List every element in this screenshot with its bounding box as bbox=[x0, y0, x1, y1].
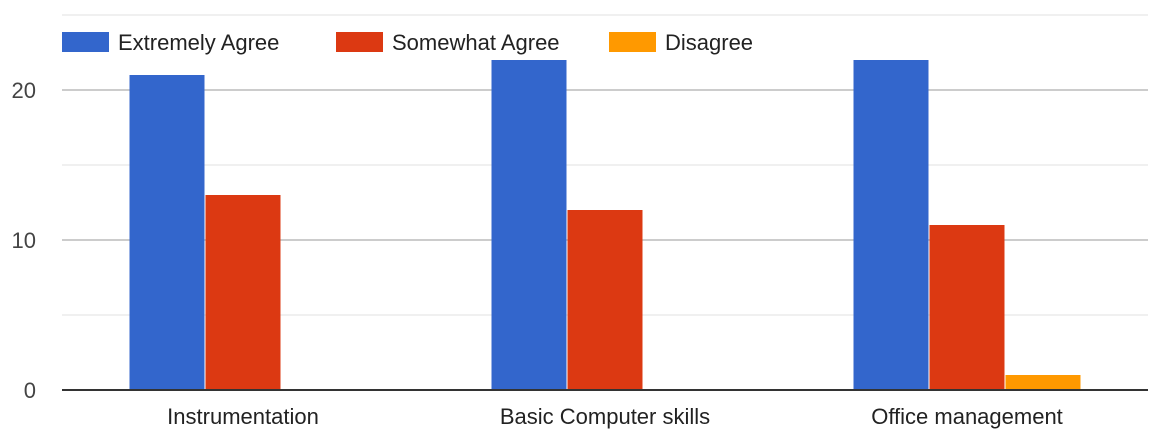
bar-somewhat-agree-basic-computer-skills bbox=[567, 210, 643, 390]
legend-item: Extremely Agree bbox=[62, 30, 279, 55]
legend-item: Disagree bbox=[609, 30, 753, 55]
bar-extremely-agree-basic-computer-skills bbox=[491, 60, 567, 390]
y-tick-label: 20 bbox=[12, 78, 36, 103]
x-category-label: Basic Computer skills bbox=[500, 404, 710, 429]
bar-disagree-office-management bbox=[1005, 375, 1081, 390]
legend-item: Somewhat Agree bbox=[336, 30, 560, 55]
x-category-label: Office management bbox=[871, 404, 1063, 429]
bar-extremely-agree-office-management bbox=[853, 60, 929, 390]
legend-label: Disagree bbox=[665, 30, 753, 55]
bar-somewhat-agree-office-management bbox=[929, 225, 1005, 390]
bar-somewhat-agree-instrumentation bbox=[205, 195, 281, 390]
legend-label: Somewhat Agree bbox=[392, 30, 560, 55]
legend-label: Extremely Agree bbox=[118, 30, 279, 55]
legend-swatch bbox=[609, 32, 656, 52]
legend-swatch bbox=[336, 32, 383, 52]
bars bbox=[129, 60, 1081, 390]
y-tick-label: 0 bbox=[24, 378, 36, 403]
x-category-labels: Instrumentation Basic Computer skills Offi… bbox=[167, 404, 1063, 429]
bar-extremely-agree-instrumentation bbox=[129, 75, 205, 390]
legend-swatch bbox=[62, 32, 109, 52]
x-category-label: Instrumentation bbox=[167, 404, 319, 429]
y-tick-label: 10 bbox=[12, 228, 36, 253]
y-tick-labels: 0 10 20 bbox=[12, 78, 36, 403]
legend: Extremely Agree Somewhat Agree Disagree bbox=[62, 30, 753, 55]
